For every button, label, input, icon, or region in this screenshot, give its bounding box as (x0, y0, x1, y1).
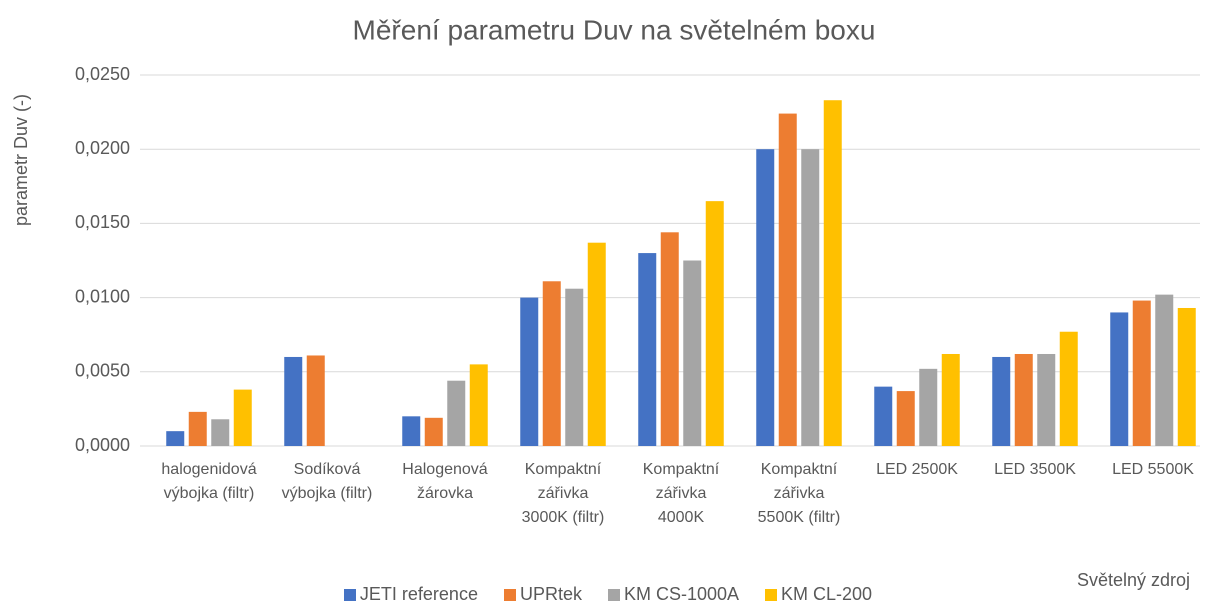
legend-item: JETI reference (343, 584, 478, 605)
bar (801, 149, 820, 446)
legend-label: JETI reference (359, 584, 478, 604)
y-tick-label: 0,0250 (75, 64, 130, 84)
bar (1110, 312, 1129, 446)
legend-swatch (607, 588, 620, 601)
bar (447, 380, 466, 446)
x-tick-label: LED 3500K (994, 461, 1076, 478)
y-tick-label: 0,0000 (75, 435, 130, 455)
bar (778, 113, 797, 447)
x-tick-label: LED 5500K (1112, 461, 1194, 478)
bar (683, 260, 702, 446)
y-tick-label: 0,0150 (75, 212, 130, 232)
bar (211, 419, 230, 446)
bar (1177, 307, 1196, 446)
bar (424, 417, 443, 446)
bar (660, 232, 679, 446)
bar (756, 149, 775, 446)
legend-label: KM CS-1000A (623, 584, 740, 604)
bar (941, 353, 960, 446)
bar (992, 356, 1011, 446)
bar (919, 368, 938, 446)
bar (1132, 300, 1151, 446)
legend-label: UPRtek (519, 584, 582, 604)
bar (188, 411, 207, 446)
x-tick-label: Halogenová žárovka (402, 461, 488, 502)
x-tick-label: Kompaktní zářivka 4000K (642, 461, 720, 526)
bar (705, 201, 724, 446)
legend-label: KM CL-200 (781, 584, 873, 604)
legend-item: KM CL-200 (765, 584, 872, 605)
y-axis-label: parametr Duv (-) (11, 94, 31, 226)
bar (1155, 294, 1174, 446)
legend-item: UPRtek (503, 584, 582, 605)
chart-title: Měření parametru Duv na světelném boxu (353, 14, 876, 45)
bar (1059, 331, 1078, 446)
bar (638, 253, 657, 446)
bar (1037, 353, 1056, 446)
bar (520, 297, 539, 446)
bar (542, 281, 561, 446)
bar (823, 100, 842, 446)
legend-item: KM CS-1000A (607, 584, 740, 605)
x-tick-label: Kompaktní zářivka 5500K (filtr) (757, 461, 841, 526)
bar (469, 364, 488, 446)
bar (233, 389, 252, 446)
bar (874, 386, 893, 446)
legend-swatch (343, 588, 356, 601)
bar (402, 416, 421, 446)
y-tick-label: 0,0200 (75, 138, 130, 158)
y-tick-label: 0,0050 (75, 361, 130, 381)
bar (284, 356, 303, 446)
x-tick-label: Sodíková výbojka (filtr) (281, 461, 373, 502)
bar (1014, 353, 1033, 446)
y-tick-label: 0,0100 (75, 286, 130, 306)
bar (587, 242, 606, 446)
bar (565, 288, 584, 446)
legend: JETI reference UPRtek KM CS-1000A KM CL-200 (0, 584, 1216, 605)
x-axis-label: Světelný zdroj (1077, 570, 1190, 590)
bar (896, 391, 915, 446)
x-tick-label: Kompaktní zářivka 3000K (filtr) (521, 461, 605, 526)
bar (306, 355, 325, 446)
x-tick-label: halogenidová výbojka (filtr) (161, 461, 257, 502)
x-tick-label: LED 2500K (876, 461, 958, 478)
legend-swatch (765, 588, 778, 601)
bar (166, 431, 185, 446)
legend-swatch (503, 588, 516, 601)
